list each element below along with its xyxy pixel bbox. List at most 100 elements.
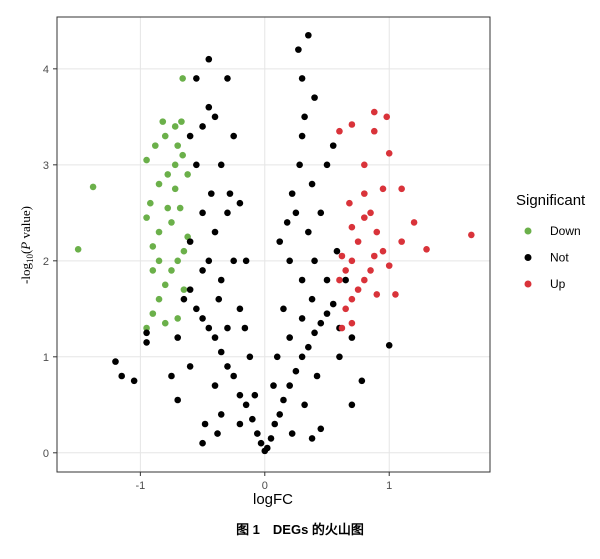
point: [254, 430, 261, 437]
point: [236, 305, 244, 313]
point: [338, 252, 346, 260]
point: [236, 391, 244, 399]
point: [273, 353, 281, 361]
point: [361, 190, 368, 197]
point: [346, 199, 353, 207]
point: [286, 257, 293, 265]
legend-marker: [524, 254, 532, 261]
point: [205, 257, 213, 265]
point: [367, 209, 374, 217]
point: [298, 132, 306, 140]
point: [155, 180, 163, 188]
point: [342, 305, 349, 313]
point: [205, 55, 213, 63]
point: [171, 161, 179, 169]
point: [370, 252, 378, 260]
y-tick-label: 2: [43, 256, 49, 268]
point: [180, 286, 188, 293]
caption: 图 1 DEGs 的火山图: [236, 522, 364, 537]
point: [89, 183, 97, 191]
x-tick-label: 0: [262, 480, 268, 492]
point: [361, 276, 368, 284]
point: [348, 334, 356, 341]
point: [149, 267, 157, 274]
point: [74, 245, 82, 253]
point: [288, 430, 296, 437]
point: [176, 204, 184, 212]
legend: Down Not Up: [524, 224, 581, 291]
point: [336, 276, 343, 284]
y-axis-label: -log10(P value): [18, 206, 35, 284]
point: [317, 319, 325, 327]
point: [348, 257, 356, 265]
point: [207, 190, 215, 197]
point: [333, 247, 341, 255]
point: [410, 219, 418, 226]
point: [161, 281, 169, 289]
point: [147, 199, 154, 207]
point: [224, 363, 231, 370]
point: [373, 228, 381, 236]
point: [143, 324, 150, 332]
point: [217, 411, 225, 418]
point: [298, 276, 306, 284]
point: [305, 343, 312, 351]
plot-border: [56, 16, 491, 473]
point: [298, 315, 306, 322]
point: [308, 180, 316, 188]
point: [336, 353, 343, 361]
legend-label: Not: [550, 251, 569, 265]
point: [199, 209, 206, 217]
point: [214, 430, 221, 437]
point: [308, 435, 316, 442]
point: [249, 415, 256, 423]
point: [342, 276, 349, 284]
point: [205, 103, 213, 111]
point: [174, 334, 181, 341]
point: [226, 190, 234, 197]
point: [370, 108, 378, 116]
point: [149, 243, 157, 250]
point: [199, 267, 206, 274]
point: [186, 238, 194, 245]
y-tick-label: 3: [43, 160, 49, 172]
point: [164, 171, 172, 178]
point: [280, 396, 287, 404]
point: [385, 262, 393, 269]
point: [174, 315, 181, 322]
legend-marker: [524, 227, 532, 235]
point: [292, 209, 300, 217]
point: [179, 75, 186, 82]
point: [323, 161, 331, 169]
y-tick-label: 1: [43, 352, 49, 364]
point: [338, 324, 346, 332]
point: [211, 113, 219, 121]
point: [383, 113, 391, 121]
point: [193, 75, 200, 82]
point: [193, 305, 200, 313]
point: [205, 324, 213, 332]
point: [295, 46, 302, 53]
point: [193, 161, 200, 169]
point: [276, 238, 284, 245]
point: [286, 382, 293, 389]
point: [361, 214, 368, 221]
point: [159, 118, 167, 125]
point: [311, 94, 318, 101]
point: [336, 127, 343, 135]
point: [385, 150, 393, 157]
point: [283, 219, 291, 226]
point: [224, 209, 231, 217]
point: [168, 219, 175, 226]
point: [174, 142, 181, 149]
point: [276, 411, 284, 418]
point: [361, 161, 368, 169]
point: [292, 367, 300, 375]
point: [468, 231, 475, 239]
point: [143, 339, 150, 346]
point: [161, 319, 169, 327]
point: [379, 185, 387, 193]
point: [211, 334, 219, 341]
point: [143, 156, 150, 164]
